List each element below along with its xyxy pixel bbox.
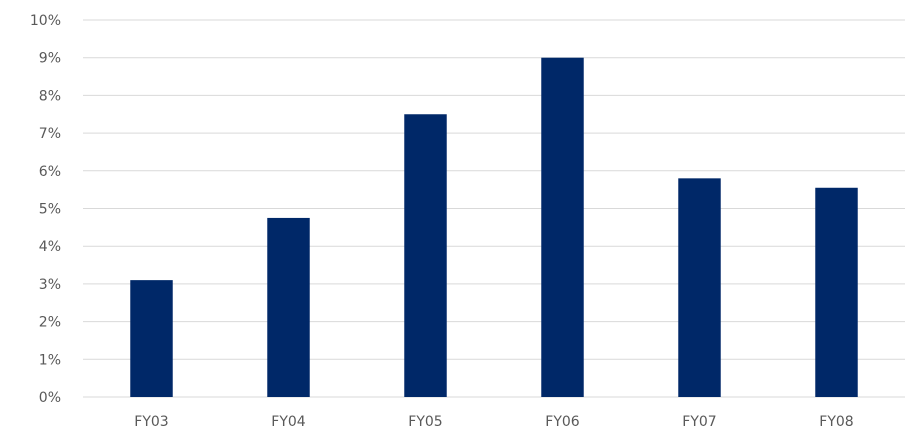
y-tick-label: 8% xyxy=(39,88,61,104)
x-axis-tick-labels: FY03 FY04 FY05 FY06 FY07 FY08 xyxy=(134,414,853,430)
y-axis-tick-labels: 0% 1% 2% 3% 4% 5% 6% 7% 8% 9% 10% xyxy=(30,13,61,406)
bars xyxy=(130,57,858,397)
x-tick-label: FY05 xyxy=(408,414,442,430)
y-tick-label: 3% xyxy=(39,277,61,293)
y-tick-label: 5% xyxy=(39,202,61,218)
bar-fy07 xyxy=(678,178,721,397)
y-tick-label: 0% xyxy=(39,390,61,406)
y-tick-label: 4% xyxy=(39,239,61,255)
bar-fy06 xyxy=(541,57,584,397)
bar-fy05 xyxy=(404,114,447,397)
y-tick-label: 6% xyxy=(39,164,61,180)
bar-fy08 xyxy=(815,187,858,397)
y-tick-label: 1% xyxy=(39,352,61,368)
gridlines xyxy=(83,19,905,398)
x-tick-label: FY07 xyxy=(682,414,716,430)
y-tick-label: 10% xyxy=(30,13,61,29)
y-tick-label: 9% xyxy=(39,51,61,67)
x-tick-label: FY04 xyxy=(271,414,306,430)
y-tick-label: 2% xyxy=(39,315,61,331)
bar-fy04 xyxy=(267,217,310,397)
bar-fy03 xyxy=(130,280,173,397)
x-tick-label: FY06 xyxy=(545,414,580,430)
x-tick-label: FY03 xyxy=(134,414,168,430)
y-tick-label: 7% xyxy=(39,126,61,142)
x-tick-label: FY08 xyxy=(819,414,853,430)
